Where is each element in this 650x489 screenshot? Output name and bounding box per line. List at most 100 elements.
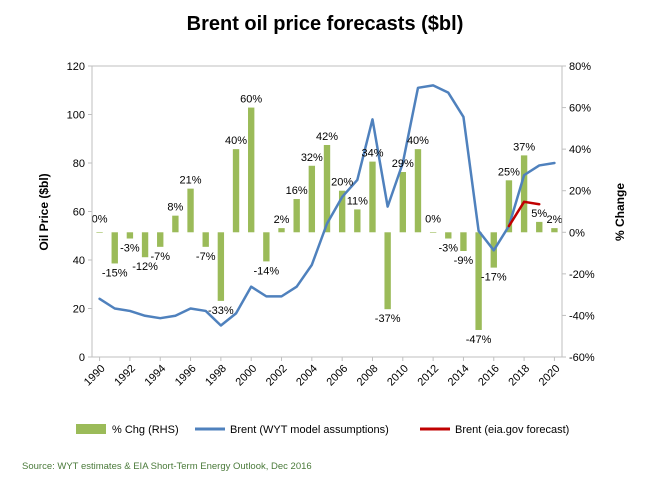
bar — [111, 232, 118, 264]
y-right-tick-label: 40% — [569, 144, 591, 156]
x-tick-label: 2020 — [537, 363, 563, 389]
bar-data-label: -3% — [439, 243, 459, 255]
x-tick-label: 1990 — [82, 363, 108, 389]
bar-data-label: -37% — [375, 313, 401, 325]
bar-data-label: 32% — [301, 152, 323, 164]
x-tick-label: 2004 — [294, 363, 320, 389]
y-left-tick-label: 120 — [67, 61, 85, 73]
bar — [96, 232, 103, 233]
y-left-tick-label: 40 — [73, 255, 85, 267]
y-right-tick-label: -60% — [569, 352, 595, 364]
x-tick-label: 2010 — [385, 363, 411, 389]
y-left-tick-label: 100 — [67, 110, 85, 122]
y-axis-left-title: Oil Price ($bl) — [37, 173, 51, 250]
x-tick-label: 2000 — [234, 363, 260, 389]
y-right-tick-label: 60% — [569, 103, 591, 115]
bar — [505, 180, 513, 233]
bar-data-label: 2% — [546, 214, 562, 226]
bar — [263, 232, 270, 262]
x-tick-label: 2012 — [415, 363, 441, 389]
y-right-tick-label: 80% — [569, 61, 591, 73]
x-axis: 1990 1992 1994 1996 1998 2000 2002 2004 2006 2008… — [82, 357, 563, 388]
bar — [520, 155, 528, 233]
bar — [475, 232, 482, 330]
bar-data-label: 25% — [498, 166, 520, 178]
bar-data-label: 20% — [331, 177, 353, 189]
bar-data-label: 37% — [513, 141, 535, 153]
bar — [414, 149, 422, 233]
x-tick-label: 2008 — [355, 363, 381, 389]
y-right-tick-label: -40% — [569, 310, 595, 322]
legend-swatch-pct-chg — [76, 424, 106, 434]
x-tick-label: 2016 — [476, 363, 502, 389]
bar — [248, 107, 255, 233]
x-tick-label: 1992 — [112, 363, 138, 389]
bar-data-label: 42% — [316, 131, 338, 143]
bar-labels-layer: 0%-15%-3%-12%-7%8%21%-7%-33%40%60%-14%2%… — [92, 94, 563, 346]
x-tick-label: 2014 — [446, 363, 472, 389]
y-left-tick-label: 20 — [73, 304, 85, 316]
bar — [460, 232, 467, 251]
bar-data-label: -7% — [196, 251, 216, 263]
x-tick-label: 1996 — [173, 363, 199, 389]
bar-data-label: 0% — [425, 213, 441, 225]
bar — [308, 165, 316, 233]
x-tick-label: 2002 — [264, 363, 290, 389]
bar — [354, 209, 361, 233]
bar-data-label: -47% — [466, 334, 492, 346]
bar — [323, 144, 331, 233]
bar — [369, 161, 376, 233]
bars-layer — [96, 107, 558, 330]
bar-data-label: 29% — [392, 158, 414, 170]
bar-data-label: -14% — [254, 265, 280, 277]
bar — [187, 188, 194, 233]
bar — [172, 215, 179, 233]
bar-data-label: -9% — [454, 255, 474, 267]
right-axis: -60% -40% -20% 0% 20% 40% 60% 80% — [562, 61, 595, 364]
eia-brent-line — [507, 200, 541, 228]
x-tick-label: 1994 — [143, 363, 169, 389]
legend-label-eia: Brent (eia.gov forecast) — [455, 424, 569, 436]
legend: % Chg (RHS) Brent (WYT model assumptions… — [76, 424, 569, 436]
bar — [338, 190, 346, 233]
bar — [141, 232, 149, 258]
bar-data-label: 34% — [361, 148, 383, 160]
bar — [278, 228, 285, 233]
bar-data-label: -12% — [132, 261, 158, 273]
legend-label-wyt: Brent (WYT model assumptions) — [230, 424, 389, 436]
bar — [445, 232, 452, 239]
bar — [217, 232, 225, 301]
bar-data-label: 11% — [347, 195, 368, 207]
bar — [429, 232, 437, 233]
bar — [399, 172, 406, 233]
y-right-tick-label: 20% — [569, 186, 591, 198]
bar — [551, 228, 558, 233]
x-tick-label: 2018 — [506, 363, 532, 389]
chart-title: Brent oil price forecasts ($bl) — [187, 13, 464, 35]
bar-data-label: 2% — [274, 214, 290, 226]
bar-data-label: -33% — [208, 305, 234, 317]
bar-data-label: 8% — [167, 202, 183, 214]
bar-data-label: 40% — [407, 135, 429, 147]
bar-data-label: -15% — [102, 267, 128, 279]
y-right-tick-label: -20% — [569, 269, 595, 281]
wyt-brent-line — [98, 84, 556, 327]
bar — [126, 232, 134, 239]
legend-label-pct-chg: % Chg (RHS) — [112, 424, 179, 436]
bar-data-label: 21% — [180, 175, 202, 187]
bar-data-label: -7% — [150, 251, 170, 263]
bar-data-label: 5% — [531, 208, 547, 220]
bar-data-label: 40% — [225, 135, 247, 147]
left-axis: 0 20 40 60 80 100 120 — [67, 61, 92, 364]
y-left-tick-label: 60 — [73, 207, 85, 219]
bar — [157, 232, 164, 247]
bar — [384, 232, 391, 310]
bar-data-label: -17% — [481, 272, 507, 284]
bar — [202, 232, 209, 247]
x-tick-label: 1998 — [203, 363, 229, 389]
y-left-tick-label: 80 — [73, 158, 85, 170]
bar-data-label: 60% — [240, 94, 262, 106]
lines-layer — [98, 84, 556, 327]
